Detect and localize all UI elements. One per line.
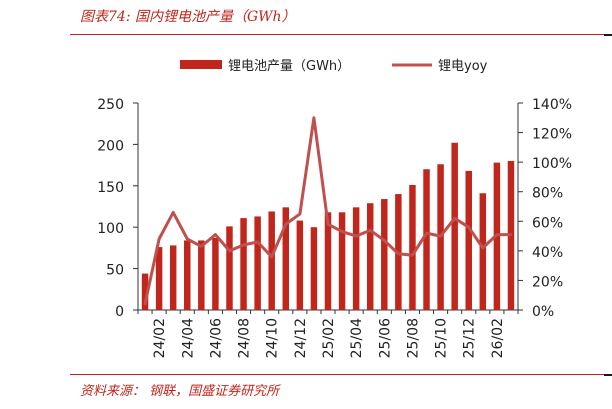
yoy-point bbox=[354, 234, 358, 238]
footer-divider bbox=[70, 374, 612, 375]
yoy-point bbox=[256, 240, 259, 244]
yoy-point bbox=[171, 211, 175, 214]
production-bar bbox=[479, 193, 487, 310]
chart-legend: 锂电池产量（GWh） 锂电yoy bbox=[180, 59, 488, 74]
yoy-point bbox=[453, 217, 456, 220]
production-bar bbox=[465, 170, 472, 310]
x-tick-label: 25/10 bbox=[434, 318, 450, 358]
legend-swatch-bar bbox=[180, 60, 222, 69]
production-bar bbox=[282, 207, 290, 310]
production-bar bbox=[268, 211, 275, 310]
yoy-point bbox=[298, 212, 302, 216]
left-tick-label: 150 bbox=[97, 180, 124, 196]
x-tick-label: 25/12 bbox=[462, 318, 478, 358]
legend-label-yoy: 锂电yoy bbox=[438, 59, 488, 74]
yoy-point bbox=[326, 223, 330, 226]
x-tick-label: 26/02 bbox=[490, 318, 506, 358]
left-tick-label: 250 bbox=[97, 97, 124, 113]
yoy-point bbox=[397, 252, 400, 256]
yoy-point bbox=[481, 246, 485, 250]
yoy-point bbox=[439, 234, 442, 238]
yoy-point bbox=[411, 254, 414, 257]
yoy-point bbox=[214, 233, 217, 236]
left-tick-label: 200 bbox=[97, 138, 124, 154]
production-bar bbox=[254, 216, 261, 310]
production-bar bbox=[324, 212, 332, 310]
production-bar bbox=[226, 226, 233, 310]
right-axis: 0% 20% 40% 60% 80% 100% 120% 140% bbox=[517, 97, 572, 320]
title-divider bbox=[70, 34, 612, 35]
x-tick-label: 24/02 bbox=[152, 318, 168, 358]
source-note: 资料来源： 钢联，国盛证券研究所 bbox=[80, 384, 280, 399]
right-tick-label: 60% bbox=[532, 215, 563, 231]
line-series bbox=[143, 116, 513, 306]
left-tick-label: 50 bbox=[106, 263, 124, 279]
x-tick-label: 24/06 bbox=[208, 318, 224, 358]
production-bar bbox=[240, 218, 247, 310]
left-tick-label: 0 bbox=[115, 304, 124, 320]
production-bar bbox=[338, 212, 346, 310]
yoy-point bbox=[509, 233, 513, 236]
right-tick-label: 120% bbox=[532, 127, 572, 143]
yoy-point bbox=[143, 302, 147, 306]
right-tick-label: 20% bbox=[532, 274, 563, 290]
x-axis: 24/02 24/04 24/06 24/08 24/10 24/12 25/02 25/04… bbox=[137, 309, 519, 358]
production-bar bbox=[366, 203, 374, 310]
production-bar bbox=[155, 247, 163, 310]
left-axis: 0 50 100 150 200 250 bbox=[97, 97, 139, 320]
production-bar bbox=[198, 240, 205, 310]
right-edge-mark bbox=[604, 34, 612, 36]
x-tick-label: 24/10 bbox=[265, 318, 281, 358]
right-tick-label: 140% bbox=[532, 97, 572, 113]
x-tick-label: 25/08 bbox=[405, 318, 421, 358]
yoy-point bbox=[270, 255, 273, 258]
x-tick-label: 24/12 bbox=[293, 318, 309, 358]
yoy-point bbox=[284, 223, 287, 226]
yoy-point bbox=[228, 249, 231, 253]
production-bar bbox=[352, 207, 360, 310]
production-bar bbox=[212, 237, 219, 310]
x-tick-label: 25/02 bbox=[321, 318, 337, 358]
production-bar bbox=[310, 227, 318, 310]
x-tick-label: 24/08 bbox=[237, 318, 253, 358]
left-tick-label: 100 bbox=[97, 221, 124, 237]
right-tick-label: 0% bbox=[532, 304, 554, 320]
x-tick-label: 25/06 bbox=[377, 318, 393, 358]
production-bar bbox=[184, 240, 191, 310]
x-tick-label: 24/04 bbox=[180, 318, 196, 358]
production-bar bbox=[141, 273, 149, 310]
right-tick-label: 80% bbox=[532, 186, 563, 202]
right-tick-label: 40% bbox=[532, 245, 563, 261]
figure-title: 图表74: 国内锂电池产量（GWh） bbox=[80, 9, 296, 25]
legend-label-production: 锂电池产量（GWh） bbox=[228, 59, 350, 74]
yoy-point bbox=[340, 230, 344, 233]
yoy-point bbox=[467, 226, 470, 229]
yoy-point bbox=[186, 237, 189, 241]
yoy-point bbox=[369, 228, 372, 232]
right-edge-mark-bottom bbox=[604, 374, 612, 376]
yoy-point bbox=[495, 233, 499, 236]
production-bar bbox=[169, 245, 177, 310]
yoy-point bbox=[157, 237, 161, 241]
production-bar bbox=[409, 184, 416, 310]
x-tick-label: 25/04 bbox=[349, 318, 365, 358]
production-bar bbox=[423, 169, 430, 310]
yoy-point bbox=[242, 243, 245, 247]
yoy-point bbox=[312, 116, 316, 119]
right-tick-label: 100% bbox=[532, 156, 572, 172]
bar-series bbox=[141, 142, 515, 310]
production-bar bbox=[296, 220, 304, 310]
yoy-point bbox=[383, 239, 386, 242]
yoy-point bbox=[425, 231, 428, 235]
yoy-point bbox=[200, 245, 203, 248]
production-bar bbox=[451, 142, 458, 310]
production-bar bbox=[381, 199, 388, 310]
